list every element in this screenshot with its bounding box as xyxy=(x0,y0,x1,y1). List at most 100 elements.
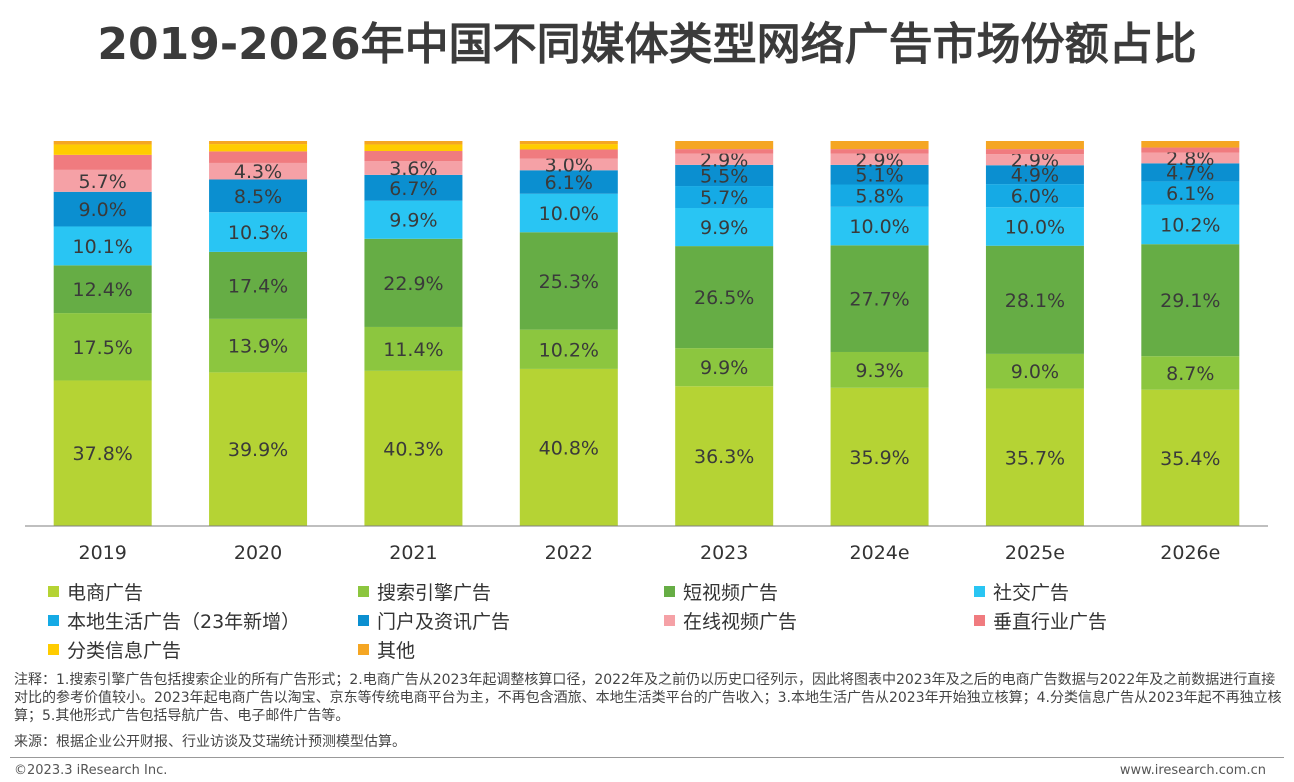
bar-segment-2026e-9 xyxy=(1141,141,1240,148)
data-label: 8.7% xyxy=(1166,363,1214,385)
bar-segment-2021-9 xyxy=(364,141,463,145)
bar-segment-2024e-6 xyxy=(830,153,929,165)
bar-segment-2024e-0 xyxy=(830,387,929,526)
bar-segment-2023-6 xyxy=(675,153,774,165)
copyright: ©2023.3 iResearch Inc. xyxy=(14,763,168,778)
legend-item: 本地生活广告（23年新增） xyxy=(48,607,300,634)
bar-segment-2026e-7 xyxy=(1141,147,1240,153)
bar-segment-2022-1 xyxy=(519,329,618,369)
data-label: 2.9% xyxy=(1011,150,1059,172)
legend-label: 在线视频广告 xyxy=(683,611,798,633)
bar-segment-2025e-5 xyxy=(985,165,1084,185)
data-label: 10.0% xyxy=(539,203,599,225)
bar-segment-2024e-4 xyxy=(830,184,929,207)
legend-swatch xyxy=(664,615,675,626)
legend-swatch xyxy=(48,615,59,626)
data-label: 10.2% xyxy=(539,339,599,361)
bar-segment-2021-6 xyxy=(364,161,463,175)
bar-segment-2023-9 xyxy=(675,141,774,150)
legend-item: 社交广告 xyxy=(974,578,1069,605)
legend-item: 门户及资讯广告 xyxy=(358,607,510,634)
legend-item: 短视频广告 xyxy=(664,578,778,605)
legend-label: 电商广告 xyxy=(67,582,144,604)
bar-segment-2020-0 xyxy=(209,372,308,526)
bar-segment-2019-6 xyxy=(53,169,152,192)
data-label: 25.3% xyxy=(539,271,599,293)
bar-segment-2023-3 xyxy=(675,207,774,247)
bar-segment-2026e-4 xyxy=(1141,181,1240,205)
x-tick-label: 2019 xyxy=(79,542,127,564)
data-label: 5.5% xyxy=(700,165,748,187)
bar-segment-2023-7 xyxy=(675,149,774,154)
legend-label: 短视频广告 xyxy=(683,582,779,604)
bar-segment-2020-1 xyxy=(209,318,308,373)
bar-segment-2025e-0 xyxy=(985,388,1084,526)
bar-segment-2023-2 xyxy=(675,246,774,349)
data-label: 13.9% xyxy=(228,336,288,358)
data-label: 8.5% xyxy=(234,186,282,208)
data-label: 39.9% xyxy=(228,439,288,461)
bar-segment-2019-0 xyxy=(53,380,152,526)
x-tick-label: 2025e xyxy=(1005,542,1065,564)
data-label: 11.4% xyxy=(383,339,443,361)
bar-segment-2025e-4 xyxy=(985,184,1084,208)
legend-swatch xyxy=(48,644,59,655)
bar-segment-2026e-1 xyxy=(1141,356,1240,390)
bar-segment-2019-5 xyxy=(53,191,152,227)
bar-segment-2023-5 xyxy=(675,164,774,187)
bar-segment-2024e-9 xyxy=(830,141,929,150)
bar-segment-2020-6 xyxy=(209,162,308,180)
bar-segment-2025e-7 xyxy=(985,149,1084,155)
bar-segment-2019-2 xyxy=(53,265,152,314)
legend-label: 社交广告 xyxy=(993,582,1070,604)
data-label: 35.9% xyxy=(849,447,909,469)
data-label: 3.6% xyxy=(389,158,437,180)
data-label: 5.8% xyxy=(855,186,903,208)
bar-segment-2020-9 xyxy=(209,141,308,145)
data-label: 9.9% xyxy=(389,210,437,232)
data-label: 10.2% xyxy=(1160,215,1220,237)
bar-segment-2025e-6 xyxy=(985,154,1084,166)
legend-label: 垂直行业广告 xyxy=(993,611,1108,633)
legend-item: 分类信息广告 xyxy=(48,636,181,663)
legend-swatch xyxy=(358,586,369,597)
bar-segment-2022-0 xyxy=(519,368,618,526)
data-label: 17.5% xyxy=(73,337,133,359)
chart-title: 2019-2026年中国不同媒体类型网络广告市场份额占比 xyxy=(97,19,1197,70)
legend-item: 电商广告 xyxy=(48,578,143,605)
bar-segment-2022-2 xyxy=(519,232,618,330)
data-label: 6.7% xyxy=(389,178,437,200)
bar-segment-2021-3 xyxy=(364,200,463,239)
legend-label: 门户及资讯广告 xyxy=(377,611,511,633)
data-label: 9.9% xyxy=(700,357,748,379)
x-tick-label: 2020 xyxy=(234,542,282,564)
data-label: 2.9% xyxy=(855,149,903,171)
bar-segment-2023-0 xyxy=(675,386,774,526)
legend-swatch xyxy=(358,644,369,655)
data-label: 2.8% xyxy=(1166,148,1214,170)
data-label: 35.4% xyxy=(1160,448,1220,470)
data-label: 22.9% xyxy=(383,273,443,295)
data-label: 12.4% xyxy=(73,279,133,301)
source-note: 来源：根据企业公开财报、行业访谈及艾瑞统计预测模型估算。 xyxy=(14,734,406,750)
bar-segment-2022-9 xyxy=(519,141,618,145)
bar-segment-2024e-3 xyxy=(830,206,929,246)
bar-segment-2022-6 xyxy=(519,158,618,171)
bar-segment-2019-7 xyxy=(53,154,152,170)
data-label: 4.9% xyxy=(1011,165,1059,187)
x-tick-label: 2023 xyxy=(700,542,748,564)
legend-swatch xyxy=(358,615,369,626)
x-tick-label: 2022 xyxy=(545,542,593,564)
legend-item: 搜索引擎广告 xyxy=(358,578,491,605)
footer-divider xyxy=(10,757,1284,758)
data-label: 35.7% xyxy=(1005,447,1065,469)
bar-segment-2022-5 xyxy=(519,170,618,194)
data-label: 36.3% xyxy=(694,446,754,468)
bar-segment-2020-7 xyxy=(209,151,308,163)
data-label: 10.0% xyxy=(849,216,909,238)
footnote: 注释：1.搜索引擎广告包括搜索企业的所有广告形式；2.电商广告从2023年起调整… xyxy=(14,672,1282,724)
bar-segment-2025e-9 xyxy=(985,141,1084,150)
data-label: 9.0% xyxy=(79,199,127,221)
bar-segment-2021-8 xyxy=(364,144,463,152)
bar-segment-2021-2 xyxy=(364,238,463,327)
